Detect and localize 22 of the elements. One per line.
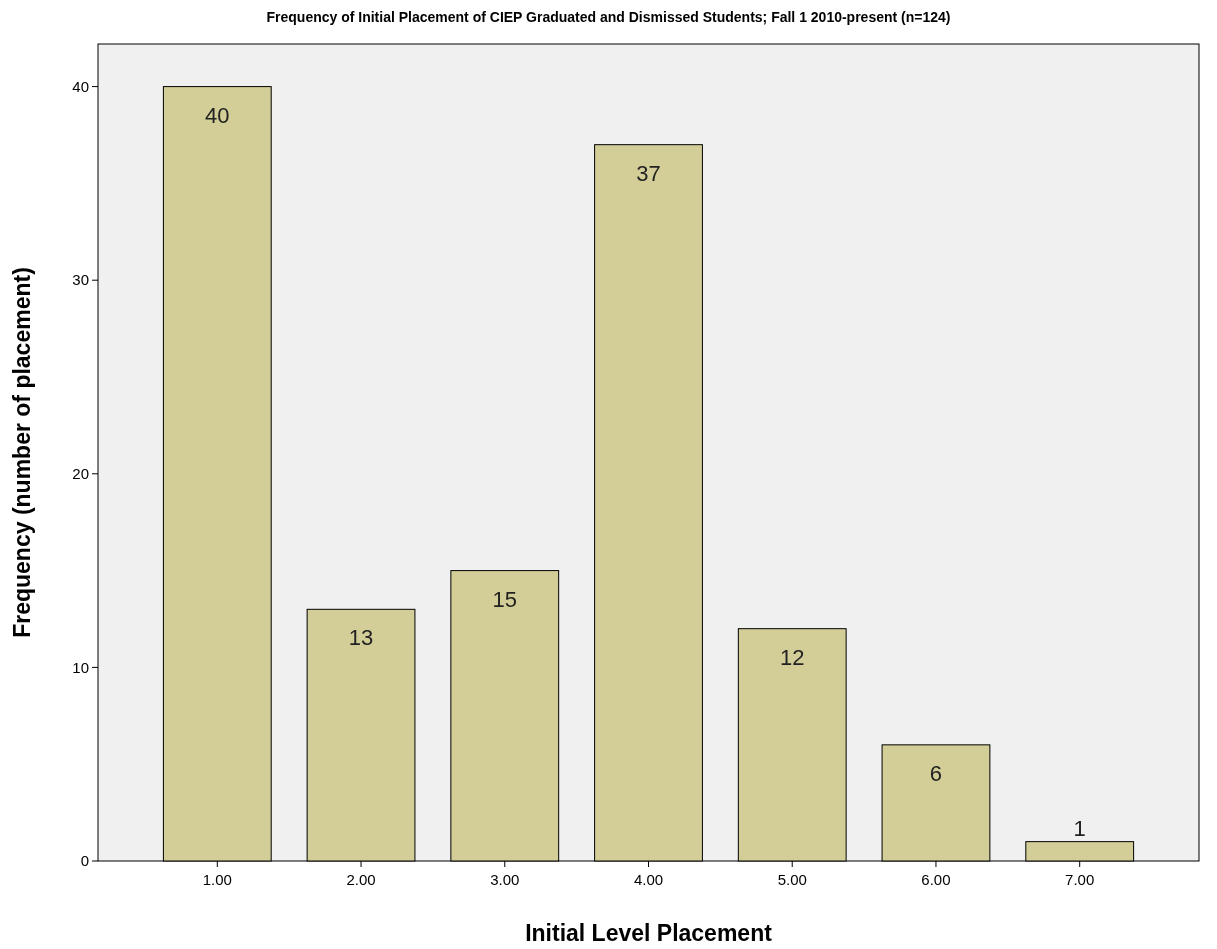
x-tick-label: 4.00 bbox=[633, 871, 664, 888]
x-tick-label: 2.00 bbox=[346, 871, 376, 888]
y-tick-label: 40 bbox=[72, 77, 89, 95]
x-tick-label: 1.00 bbox=[202, 871, 232, 888]
data-label: 12 bbox=[779, 644, 805, 670]
x-tick-label: 7.00 bbox=[1065, 871, 1095, 888]
y-tick-label: 20 bbox=[72, 465, 89, 483]
y-tick-label: 0 bbox=[80, 852, 89, 870]
chart-title: Frequency of Initial Placement of CIEP Graduated and Dismissed Students; Fall 1 2010-present (n=124) bbox=[266, 9, 951, 25]
data-label: 6 bbox=[929, 760, 943, 786]
x-tick-label: 6.00 bbox=[921, 871, 951, 888]
y-tick-label: 30 bbox=[72, 271, 89, 289]
x-tick-label: 5.00 bbox=[777, 871, 807, 888]
data-label: 15 bbox=[492, 586, 518, 612]
x-tick-label: 3.00 bbox=[490, 871, 520, 888]
data-label: 13 bbox=[348, 625, 374, 651]
y-tick-label: 10 bbox=[72, 658, 89, 676]
y-axis-title: Frequency (number of placement) bbox=[9, 267, 35, 638]
data-label: 40 bbox=[205, 102, 230, 128]
data-label: 1 bbox=[1073, 815, 1086, 841]
data-label: 37 bbox=[636, 160, 661, 186]
x-axis-title: Initial Level Placement bbox=[525, 920, 773, 946]
